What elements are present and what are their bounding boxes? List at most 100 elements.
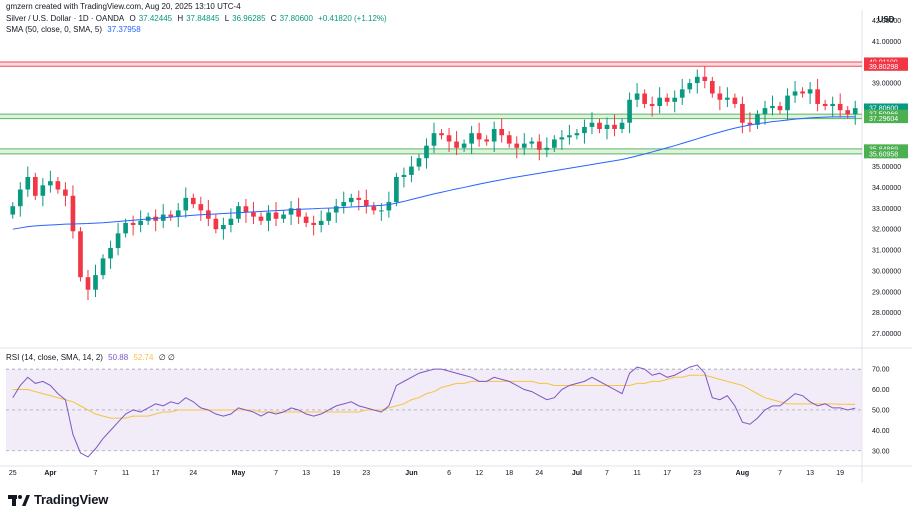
sma-line [12,116,856,230]
candle-body [521,143,527,148]
time-tick-label: 11 [633,470,640,477]
candle-body [32,177,38,196]
price-label-text: 37.29604 [869,116,898,123]
candle-body [822,103,828,107]
change-value: +0.41820 (+1.12%) [318,14,387,23]
candle-body [55,181,61,190]
candle-body [732,97,738,104]
candle-body [589,122,595,127]
candle-body [303,216,309,223]
candle-body [792,91,798,96]
zone-resistance [0,61,862,67]
candle-body [213,218,219,230]
candle-body [168,214,174,217]
time-tick-label: 6 [447,470,451,477]
candle-body [649,103,655,107]
candle-body [356,197,362,200]
candle-body [115,233,121,248]
open-label: O [129,14,136,23]
candle-body [529,141,535,144]
candle-body [439,133,444,136]
candle-body [567,135,572,138]
rsi-legend[interactable]: RSI (14, close, SMA, 14, 2) 50.88 52.74 … [6,353,178,362]
candle-body [228,218,234,226]
candle-body [755,114,760,125]
candle-body [401,174,407,177]
sma-label: SMA (50, close, 0, SMA, 5) [6,25,103,34]
candle-body [461,143,467,148]
currency-label[interactable]: USD [877,15,895,24]
sma-legend[interactable]: SMA (50, close, 0, SMA, 5) 37.37958 [6,25,144,34]
chart-credit: gmzern created with TradingView.com, Aug… [6,2,241,11]
time-tick-label: 12 [475,470,483,477]
candle-body [717,93,723,100]
candle-body [363,199,369,207]
tradingview-logo[interactable]: TradingView [8,492,108,507]
time-tick-label: 18 [505,470,513,477]
time-tick-label: 7 [778,470,782,477]
time-tick-label: 11 [122,470,129,477]
candle-body [852,108,858,115]
candle-body [221,225,226,230]
rsi-label: RSI (14, close, SMA, 14, 2) [6,353,103,362]
candle-body [10,206,16,215]
candle-body [78,231,83,278]
candle-body [371,206,377,211]
candle-body [251,212,256,217]
candle-body [740,103,745,123]
candle-body [281,214,286,219]
time-tick-label: 13 [806,470,814,477]
price-tick-label: 29.00000 [872,289,901,296]
candle-body [100,258,106,276]
candle-body [409,166,414,175]
symbol-legend: Silver / U.S. Dollar · 1D · OANDA O 37.42… [6,14,390,23]
candle-body [619,122,625,129]
candle-body [130,222,136,226]
candle-body [40,185,46,196]
time-tick-label: 13 [302,470,310,477]
candle-body [709,80,715,94]
time-tick-label: 7 [605,470,609,477]
time-tick-label: 24 [189,470,197,477]
rsi-tick-label: 40.00 [872,428,890,435]
candle-body [785,95,790,111]
time-tick-label: Jul [572,470,582,477]
candle-body [17,189,23,207]
price-label-text: 37.80600 [869,105,898,112]
candle-body [491,128,497,142]
candle-body [469,133,474,144]
low-value: 36.96285 [232,14,266,23]
candle-body [85,277,91,290]
time-tick-label: 24 [535,470,543,477]
candle-body [807,89,813,94]
candle-body [559,137,565,140]
candle-body [679,89,685,98]
rsi-ma-value: 52.74 [133,353,154,362]
candle-body [582,126,587,134]
candle-body [198,204,204,211]
candle-body [604,124,610,129]
time-tick-label: 17 [152,470,160,477]
low-label: L [224,14,230,23]
candle-body [642,93,647,104]
time-tick-label: 19 [836,470,844,477]
candle-body [446,135,452,142]
candle-body [48,181,53,186]
sma-value: 37.37958 [107,25,141,34]
rsi-tick-label: 60.00 [872,387,890,394]
candle-body [634,93,640,100]
tradingview-logo-icon [8,494,30,506]
price-tick-label: 34.00000 [872,185,901,192]
candle-body [770,106,775,109]
candle-body [514,143,520,148]
time-tick-label: Aug [736,470,750,477]
candle-body [725,97,730,100]
price-tick-label: 35.00000 [872,164,901,171]
candle-body [845,110,851,115]
candle-body [183,197,189,211]
time-tick-label: Jun [405,470,417,477]
price-tick-label: 31.00000 [872,248,901,255]
candle-body [612,124,617,129]
symbol-title[interactable]: Silver / U.S. Dollar · 1D · OANDA [6,14,125,23]
rsi-tick-label: 50.00 [872,407,890,414]
